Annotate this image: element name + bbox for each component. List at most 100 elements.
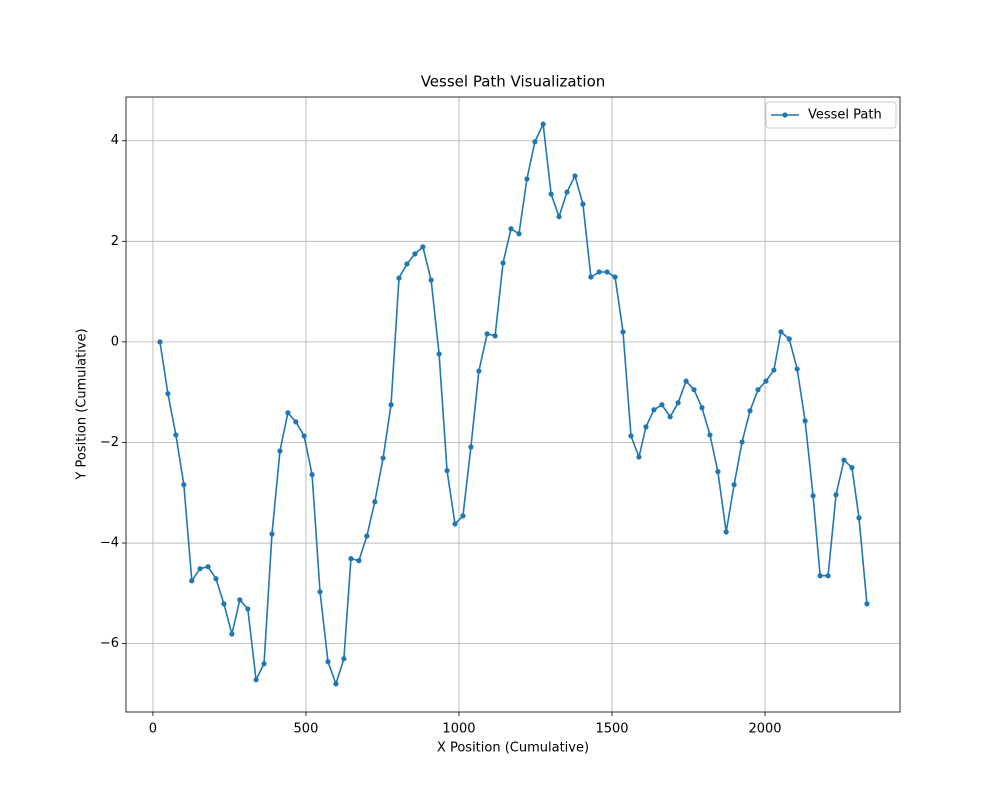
point — [548, 191, 554, 197]
point — [245, 606, 251, 612]
point — [849, 465, 855, 471]
point — [468, 444, 474, 450]
point — [157, 339, 163, 345]
point — [500, 260, 506, 266]
point — [643, 424, 649, 430]
point — [309, 472, 315, 478]
y-tick-label: −6 — [100, 636, 119, 651]
point — [492, 333, 498, 339]
legend-label: Vessel Path — [808, 108, 882, 123]
x-tick-label: 1500 — [595, 722, 628, 737]
point — [333, 681, 339, 687]
point — [786, 336, 792, 342]
point — [810, 493, 816, 499]
point — [396, 275, 402, 281]
x-tick-label: 1000 — [442, 722, 475, 737]
point — [636, 454, 642, 460]
point — [508, 226, 514, 232]
point — [229, 631, 235, 637]
point — [524, 176, 530, 182]
point — [723, 529, 729, 535]
legend: Vessel Path — [765, 101, 897, 129]
point — [556, 214, 562, 220]
point — [747, 408, 753, 414]
point — [253, 677, 259, 683]
point — [659, 402, 665, 408]
point — [699, 405, 705, 411]
point — [628, 433, 634, 439]
point — [189, 578, 195, 584]
point — [516, 231, 522, 237]
point — [317, 589, 323, 595]
x-tick-label: 0 — [149, 722, 157, 737]
point — [348, 556, 354, 562]
point — [420, 244, 426, 250]
point — [269, 531, 275, 537]
point — [388, 402, 394, 408]
point — [412, 251, 418, 257]
point — [181, 482, 187, 488]
point — [277, 448, 283, 454]
point — [364, 533, 370, 539]
point — [739, 439, 745, 445]
point — [404, 261, 410, 267]
point — [572, 173, 578, 179]
point — [755, 387, 761, 393]
y-tick-label: 4 — [111, 133, 119, 148]
point — [173, 432, 179, 438]
point — [213, 576, 219, 582]
point — [197, 566, 203, 572]
y-tick-label: −4 — [100, 536, 119, 551]
point — [651, 407, 657, 413]
legend-marker — [782, 112, 788, 118]
point — [604, 269, 610, 275]
point — [564, 189, 570, 195]
point — [612, 274, 618, 280]
x-tick-label: 500 — [294, 722, 319, 737]
y-axis-label: Y Position (Cumulative) — [75, 328, 90, 480]
legend-box — [765, 101, 897, 129]
point — [380, 455, 386, 461]
point — [285, 410, 291, 416]
point — [675, 400, 681, 406]
point — [301, 433, 307, 439]
plot-frame — [125, 96, 901, 713]
point — [825, 573, 831, 579]
point — [293, 419, 299, 425]
point — [460, 513, 466, 519]
x-axis-label: X Position (Cumulative) — [437, 741, 589, 756]
x-tick-label: 2000 — [748, 722, 781, 737]
y-tick-label: 0 — [111, 334, 119, 349]
point — [802, 418, 808, 424]
point — [620, 329, 626, 335]
point — [833, 492, 839, 498]
point — [205, 564, 211, 570]
point — [771, 367, 777, 373]
point — [452, 521, 458, 527]
point — [341, 656, 347, 662]
point — [715, 469, 721, 475]
y-tick-label: 2 — [111, 234, 119, 249]
point — [596, 269, 602, 275]
point — [856, 515, 862, 521]
point — [484, 331, 490, 337]
point — [763, 378, 769, 384]
point — [778, 329, 784, 335]
point — [731, 482, 737, 488]
y-tick-label: −2 — [100, 435, 119, 450]
point — [532, 139, 538, 145]
point — [261, 661, 267, 667]
chart-title: Vessel Path Visualization — [421, 73, 606, 91]
point — [580, 201, 586, 207]
point — [325, 659, 331, 665]
point — [540, 121, 546, 127]
point — [356, 558, 362, 564]
point — [237, 597, 243, 603]
point — [794, 366, 800, 372]
point — [864, 601, 870, 607]
point — [428, 277, 434, 283]
point — [444, 468, 450, 474]
point — [372, 499, 378, 505]
